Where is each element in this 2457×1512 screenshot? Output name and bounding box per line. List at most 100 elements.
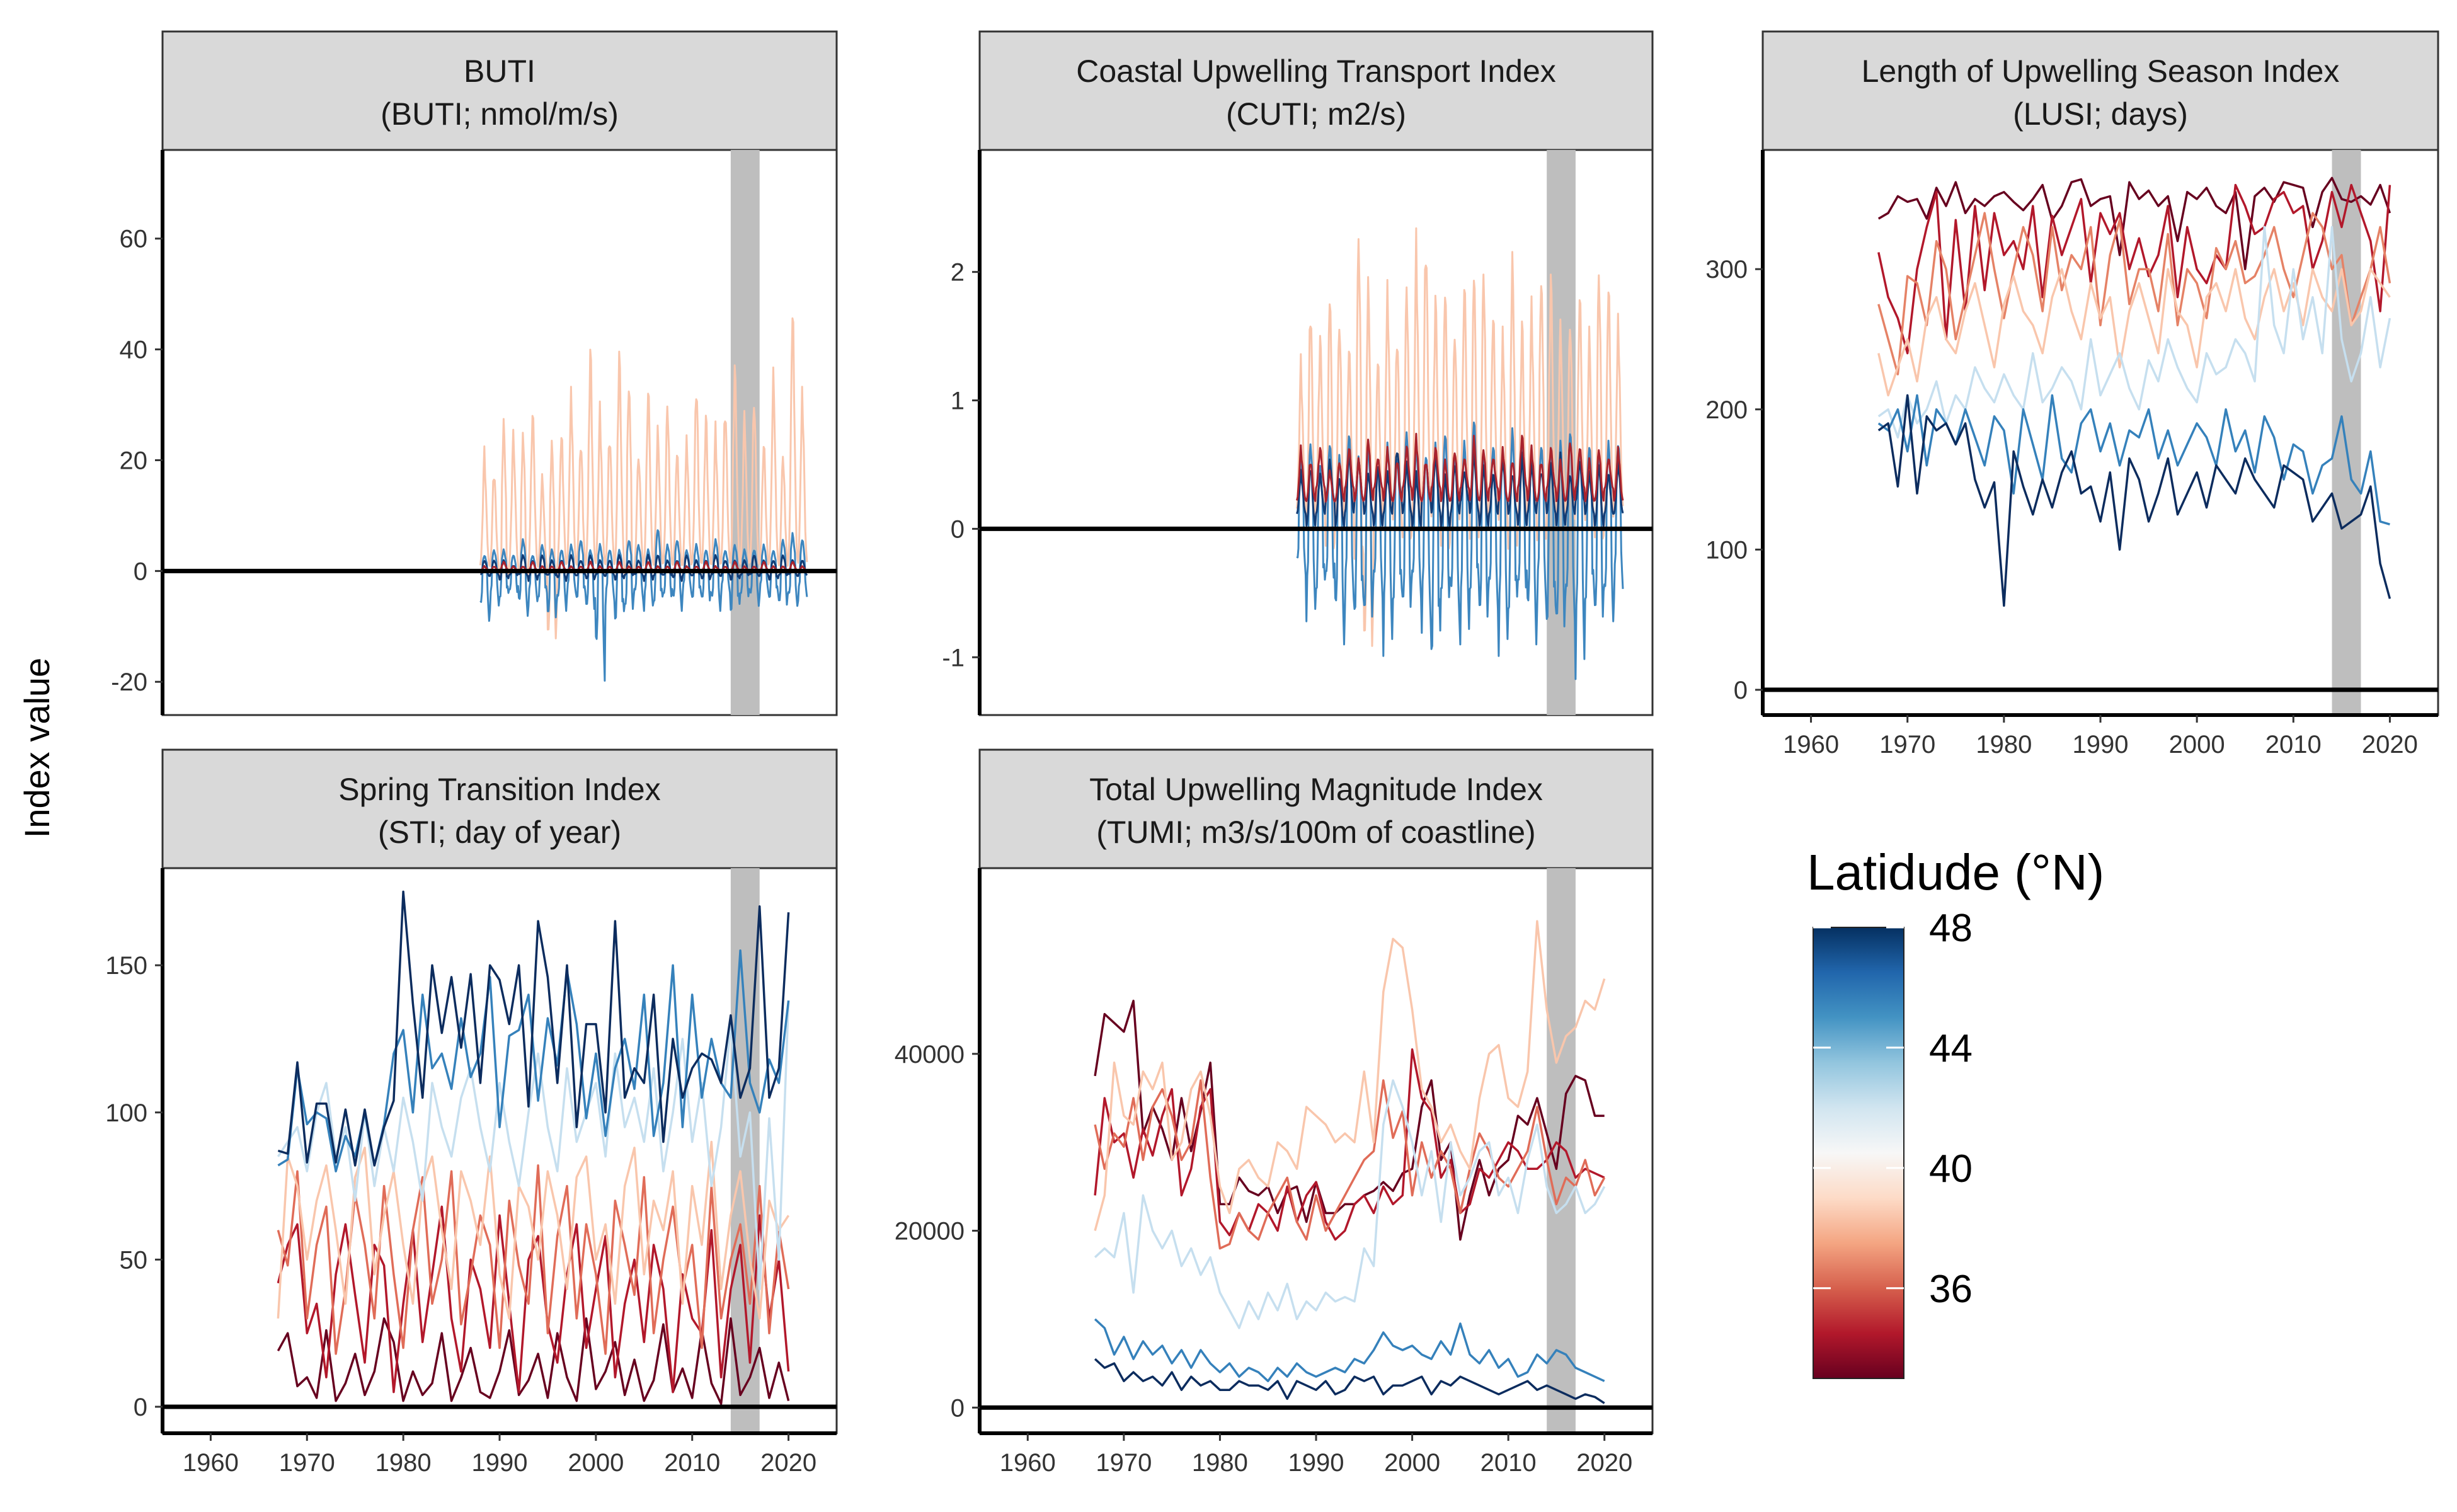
series-line-lat-39 — [277, 1140, 790, 1320]
strip-header — [1761, 30, 2439, 151]
x-tick-label: 1990 — [472, 1449, 528, 1477]
x-tick-label: 1960 — [1783, 731, 1839, 759]
legend-label: 48 — [1929, 907, 1973, 950]
strip-title: Total Upwelling Magnitude Index — [1089, 772, 1543, 807]
series-line-lat-33 — [1877, 176, 2391, 270]
panel-4: Spring Transition Index (STI; day of year… — [105, 748, 838, 1477]
series-lines — [1877, 176, 2391, 607]
legend-label: 44 — [1929, 1027, 1973, 1070]
panel-2: Coastal Upwelling Transport Index (CUTI; … — [942, 30, 1654, 716]
series-lines — [277, 890, 790, 1406]
y-tick-label: 200 — [1705, 396, 1748, 424]
strip-subtitle: (TUMI; m3/s/100m of coastline) — [1096, 815, 1535, 850]
y-tick-label: 0 — [134, 558, 147, 585]
x-tick-label: 1960 — [1000, 1449, 1056, 1477]
strip-subtitle: (STI; day of year) — [378, 815, 621, 850]
x-tick-label: 1960 — [183, 1449, 239, 1477]
legend-label: 40 — [1929, 1147, 1973, 1191]
series-line-lat-35 — [1296, 433, 1624, 503]
strip-header — [978, 30, 1654, 151]
strip-header — [161, 30, 838, 151]
x-tick-label: 2000 — [2169, 731, 2225, 759]
strip-title: BUTI — [464, 54, 536, 89]
legend-colorbar — [1813, 927, 1904, 1379]
y-tick-label: 300 — [1705, 256, 1748, 284]
y-axis-title: Index value — [17, 658, 57, 838]
highlight-band — [730, 868, 760, 1433]
panel-1: BUTI (BUTI; nmol/m/s) -20 0 20 40 60 — [111, 30, 838, 716]
series-line-lat-39 — [1094, 920, 1606, 1231]
x-tick-label: 2020 — [1576, 1449, 1632, 1477]
legend-label: 36 — [1929, 1268, 1973, 1311]
latitude-legend: Latidude (°N) 36 40 44 48 — [1807, 844, 2104, 1379]
series-line-lat-41 — [277, 1000, 790, 1290]
y-tick-label: 40000 — [895, 1041, 965, 1068]
series-lines — [1094, 920, 1606, 1404]
y-tick-label: 60 — [120, 226, 148, 253]
x-tick-label: 1970 — [1096, 1449, 1152, 1477]
series-line-lat-37 — [1094, 1079, 1606, 1250]
y-tick-label: 1 — [951, 387, 965, 415]
strip-header — [161, 748, 838, 869]
legend-title: Latidude (°N) — [1807, 844, 2104, 900]
x-tick-label: 1990 — [1288, 1449, 1344, 1477]
series-line-lat-35 — [1877, 183, 2391, 355]
series-line-lat-47 — [1094, 1358, 1605, 1404]
series-line-lat-45 — [1877, 394, 2390, 525]
series-line-lat-41 — [1877, 226, 2391, 439]
y-tick-label: 0 — [134, 1394, 147, 1421]
x-tick-label: 2010 — [664, 1449, 720, 1477]
y-tick-label: 20 — [120, 447, 148, 474]
series-line-lat-47 — [1296, 447, 1624, 527]
x-tick-label: 1970 — [1879, 731, 1935, 759]
y-tick-label: 0 — [951, 1394, 965, 1422]
y-tick-label: 100 — [1705, 536, 1748, 564]
x-tick-label: 2020 — [2362, 731, 2418, 759]
series-line-lat-39 — [479, 317, 808, 639]
y-tick-label: 20000 — [895, 1218, 965, 1246]
x-tick-label: 2010 — [2265, 731, 2322, 759]
y-tick-label: -1 — [942, 644, 965, 672]
x-tick-label: 1980 — [375, 1449, 432, 1477]
strip-subtitle: (BUTI; nmol/m/s) — [381, 96, 619, 132]
x-tick-label: 1970 — [279, 1449, 335, 1477]
series-line-lat-41 — [1094, 1079, 1606, 1329]
series-line-lat-39 — [1877, 268, 2391, 397]
strip-header — [978, 748, 1654, 869]
strip-title: Length of Upwelling Season Index — [1862, 54, 2340, 89]
x-tick-label: 2000 — [1384, 1449, 1440, 1477]
series-line-lat-45 — [1094, 1318, 1605, 1382]
strip-subtitle: (LUSI; days) — [2013, 96, 2188, 132]
x-tick-label: 2010 — [1480, 1449, 1537, 1477]
y-tick-label: 2 — [951, 259, 965, 287]
strip-title: Coastal Upwelling Transport Index — [1076, 54, 1556, 89]
highlight-band — [1547, 150, 1576, 715]
y-tick-label: 50 — [120, 1246, 148, 1274]
panel-5: Total Upwelling Magnitude Index (TUMI; m3… — [895, 748, 1654, 1477]
series-line-lat-47 — [277, 890, 790, 1167]
panel-3: Length of Upwelling Season Index (LUSI; d… — [1705, 30, 2439, 759]
y-tick-label: -20 — [111, 668, 147, 696]
x-tick-label: 1980 — [1976, 731, 2032, 759]
y-tick-label: 0 — [1734, 677, 1748, 704]
x-tick-label: 1980 — [1192, 1449, 1248, 1477]
y-tick-label: 100 — [105, 1099, 147, 1127]
x-tick-label: 1990 — [2073, 731, 2129, 759]
series-lines — [1296, 227, 1624, 680]
y-tick-label: 150 — [105, 952, 147, 980]
series-line-lat-37 — [1877, 212, 2391, 375]
strip-title: Spring Transition Index — [338, 772, 660, 807]
y-tick-label: 40 — [120, 336, 148, 364]
highlight-band — [2332, 150, 2361, 715]
series-line-lat-35 — [1094, 1048, 1605, 1241]
x-tick-label: 2020 — [760, 1449, 816, 1477]
panel-background — [978, 149, 1654, 716]
y-tick-label: 0 — [951, 515, 965, 543]
legend-ticks: 36 40 44 48 — [1813, 907, 1973, 1311]
strip-subtitle: (CUTI; m2/s) — [1226, 96, 1406, 132]
x-tick-label: 2000 — [568, 1449, 624, 1477]
series-line-lat-33 — [1094, 999, 1605, 1241]
series-line-lat-47 — [1877, 394, 2391, 607]
